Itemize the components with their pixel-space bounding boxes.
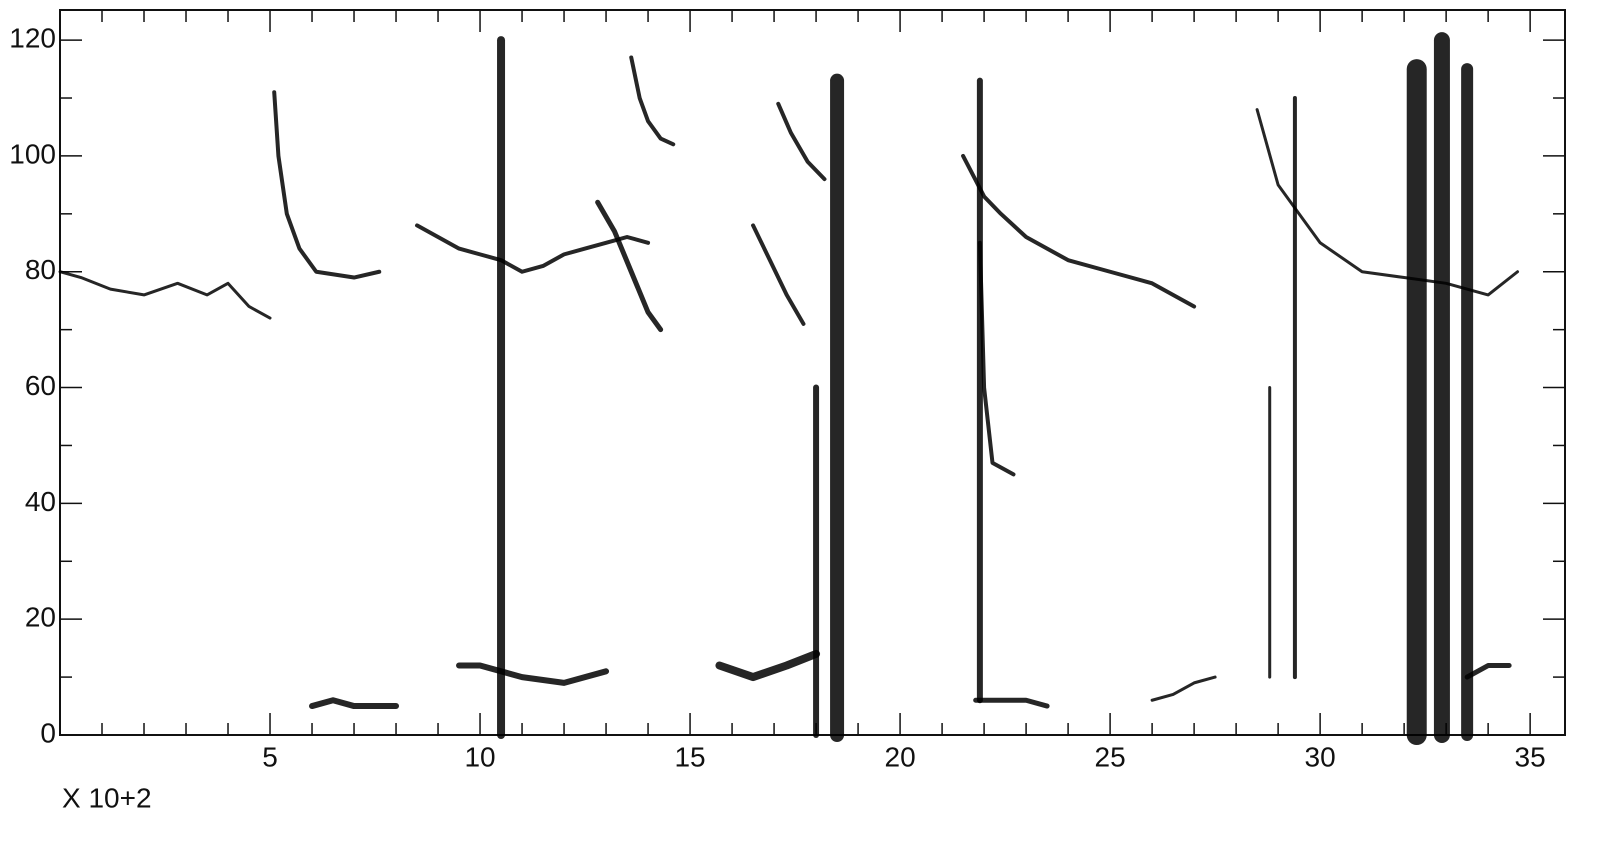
y-tick-label: 60: [25, 370, 56, 401]
contour-trace: [1464, 663, 1512, 680]
y-tick-label: 120: [9, 23, 56, 54]
y-tick-label: 40: [25, 486, 56, 517]
contour-trace: [309, 697, 400, 710]
y-tick-label: 100: [9, 138, 56, 169]
contour-trace: [1150, 675, 1217, 702]
contour-trace: [1255, 108, 1520, 297]
x-tick-label: 30: [1305, 741, 1336, 772]
y-tick-label: 80: [25, 254, 56, 285]
x-tick-label: 5: [262, 741, 278, 772]
contour-trace: [58, 270, 272, 320]
contour-trace: [629, 55, 676, 147]
y-tick-label: 0: [40, 717, 56, 748]
y-tick-label: 20: [25, 602, 56, 633]
contour-trace: [456, 662, 610, 686]
x-tick-label: 10: [464, 741, 495, 772]
x-tick-label: 20: [885, 741, 916, 772]
contour-trace: [415, 223, 651, 274]
contour-trace: [595, 199, 664, 333]
contour-trace: [715, 649, 821, 682]
contour-trace: [973, 697, 1050, 709]
x-tick-label: 15: [674, 741, 705, 772]
plot-frame: [59, 9, 1566, 736]
x-tick-label: 25: [1095, 741, 1126, 772]
contour-trace: [751, 223, 806, 326]
contour-trace: [977, 240, 1016, 477]
contour-trace: [272, 90, 382, 280]
x-axis-label: X 10+2: [62, 782, 152, 813]
contour-trace: [961, 153, 1197, 309]
contour-trace: [776, 101, 827, 182]
x-tick-label: 35: [1515, 741, 1546, 772]
